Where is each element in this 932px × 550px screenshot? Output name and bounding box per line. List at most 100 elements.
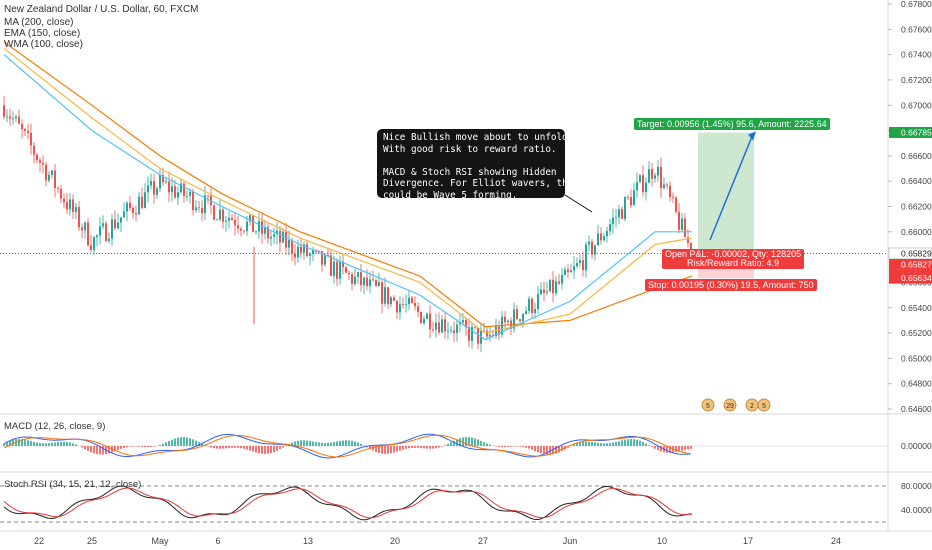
macd-histogram-bar	[636, 439, 638, 446]
indicator-ema150[interactable]: EMA (150, close)	[4, 28, 81, 39]
macd-line	[3, 433, 692, 459]
price-tick-label: 0.64800	[901, 379, 932, 389]
candle-body	[378, 282, 380, 286]
candle-body	[111, 219, 113, 239]
macd-histogram-bar	[69, 442, 71, 446]
indicator-ma200[interactable]: MA (200, close)	[4, 17, 74, 28]
candle-body	[87, 222, 89, 246]
macd-histogram-bar	[603, 443, 605, 446]
analysis-note[interactable]: Nice Bullish move about to unfold. With …	[377, 129, 579, 201]
candle-body	[471, 327, 473, 341]
macd-histogram-bar	[93, 446, 95, 454]
macd-histogram-bar	[669, 446, 671, 453]
candle-body	[189, 191, 191, 196]
candle-body	[405, 304, 407, 305]
candle-body	[273, 234, 275, 237]
candle-body	[477, 328, 479, 344]
candle-body	[450, 330, 452, 332]
macd-histogram-bar	[537, 446, 539, 453]
macd-histogram-bar	[261, 446, 263, 454]
macd-histogram-bar	[420, 446, 422, 449]
macd-histogram-bar	[291, 442, 293, 446]
candle-body	[324, 254, 326, 265]
open-pnl-label[interactable]: Open P&L: -0.00002, Qty: 128205 Risk/Rew…	[662, 249, 805, 269]
candle-body	[84, 222, 86, 231]
macd-histogram-bar	[159, 444, 161, 446]
macd-histogram-bar	[294, 441, 296, 446]
candle-body	[336, 261, 338, 279]
price-tick-label: 0.64600	[901, 404, 932, 414]
candle-body	[486, 330, 488, 337]
macd-histogram-bar	[87, 446, 89, 451]
candle-body	[246, 221, 248, 232]
macd-histogram-bar	[318, 442, 320, 446]
macd-histogram-bar	[75, 444, 77, 446]
macd-histogram-bar	[630, 439, 632, 446]
stoch-rsi-title[interactable]: Stoch RSI (34, 15, 21, 12, close)	[4, 479, 142, 490]
macd-histogram-bar	[189, 438, 191, 446]
macd-histogram-bar	[684, 446, 686, 451]
candle-body	[171, 186, 173, 193]
macd-histogram-bar	[177, 437, 179, 446]
candle-body	[555, 281, 557, 294]
macd-histogram-bar	[615, 441, 617, 446]
candle-body	[333, 261, 335, 276]
stop-label[interactable]: Stop: 0.00195 (0.30%) 19.5, Amount: 750	[645, 279, 817, 291]
macd-histogram-bar	[3, 443, 5, 446]
macd-title[interactable]: MACD (12, 26, close, 9)	[4, 421, 106, 432]
macd-histogram-bar	[426, 446, 428, 449]
macd-histogram-bar	[585, 441, 587, 446]
candle-body	[69, 199, 71, 210]
candle-body	[21, 123, 23, 130]
candle-body	[576, 262, 578, 267]
macd-histogram-bar	[645, 443, 647, 446]
macd-histogram-bar	[498, 446, 500, 447]
note-pointer	[564, 194, 593, 213]
time-tick-label: Jun	[563, 536, 578, 546]
macd-histogram-bar	[618, 441, 620, 446]
macd-histogram-bar	[351, 440, 353, 446]
candle-body	[264, 226, 266, 234]
target-label[interactable]: Target: 0.00956 (1.45%) 95.6, Amount: 22…	[634, 118, 830, 130]
macd-histogram-bar	[123, 446, 125, 448]
candle-body	[489, 334, 491, 337]
candle-body	[186, 195, 188, 197]
candle-body	[276, 230, 278, 235]
macd-histogram-bar	[114, 446, 116, 452]
time-tick-label: 27	[478, 536, 488, 546]
candle-body	[618, 209, 620, 218]
macd-histogram-bar	[414, 446, 416, 448]
candle-body	[636, 181, 638, 191]
candle-body	[675, 197, 677, 212]
candle-body	[6, 116, 8, 118]
macd-histogram-bar	[540, 446, 542, 454]
candle-body	[288, 240, 290, 248]
macd-histogram-bar	[507, 446, 509, 447]
candle-body	[303, 244, 305, 253]
indicator-wma100[interactable]: WMA (100, close)	[4, 39, 83, 50]
candle-body	[15, 116, 17, 119]
macd-histogram-bar	[657, 446, 659, 451]
time-tick-label: 6	[215, 536, 220, 546]
candle-body	[198, 207, 200, 209]
candle-body	[438, 322, 440, 333]
symbol-title[interactable]: New Zealand Dollar / U.S. Dollar, 60, FX…	[4, 4, 199, 15]
candle-body	[507, 320, 509, 323]
macd-histogram-bar	[534, 446, 536, 452]
candle-body	[204, 195, 206, 214]
macd-histogram-bar	[384, 446, 386, 454]
macd-histogram-bar	[432, 446, 434, 449]
candle-body	[366, 277, 368, 287]
candle-body	[81, 227, 83, 231]
macd-histogram-bar	[633, 439, 635, 446]
event-flag-label: 2	[750, 403, 754, 410]
candle-body	[102, 223, 104, 227]
macd-histogram-bar	[678, 446, 680, 452]
candle-body	[180, 183, 182, 193]
time-tick-label: 25	[87, 536, 97, 546]
candle-body	[174, 186, 176, 198]
candle-body	[351, 274, 353, 284]
macd-signal-line	[3, 434, 692, 458]
macd-histogram-bar	[312, 441, 314, 446]
